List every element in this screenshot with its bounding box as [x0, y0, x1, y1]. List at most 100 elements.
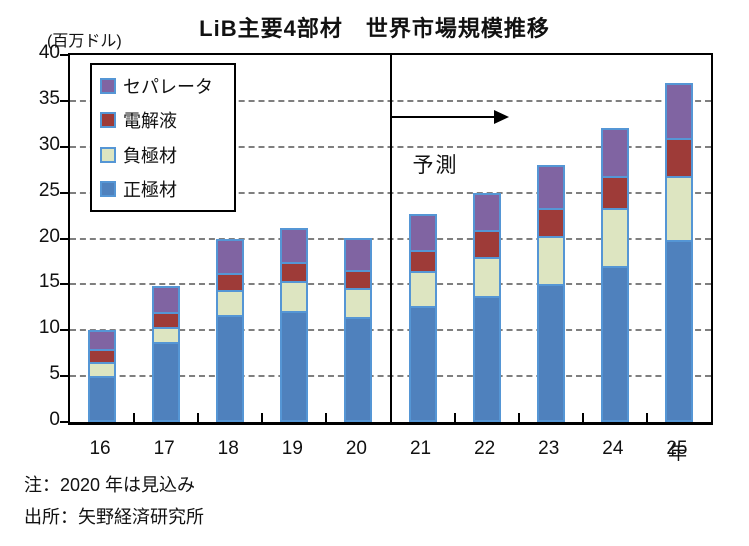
x-tick-3 — [261, 413, 264, 422]
x-tick-9 — [645, 413, 648, 422]
bar-22-segment-正極材 — [472, 296, 501, 422]
legend-label: 正極材 — [123, 179, 177, 200]
bar-22-segment-セパレータ — [472, 192, 501, 233]
bar-20-segment-正極材 — [344, 317, 373, 422]
x-axis-label-25: 25 — [666, 438, 688, 459]
y-axis-label-5: 5 — [49, 363, 60, 385]
bar-16-segment-負極材 — [88, 362, 117, 379]
x-axis-label-19: 19 — [281, 438, 303, 459]
x-tick-7 — [517, 413, 520, 422]
bar-25-segment-セパレータ — [664, 82, 693, 140]
y-tick-15 — [60, 283, 68, 286]
legend-item-セパレータ: セパレータ — [100, 73, 226, 99]
y-tick-5 — [60, 375, 68, 378]
bar-23-segment-セパレータ — [536, 165, 565, 211]
y-axis-label-20: 20 — [38, 225, 60, 247]
bar-18-segment-電解液 — [216, 273, 245, 292]
legend-label: 負極材 — [123, 145, 177, 166]
y-tick-40 — [60, 54, 68, 56]
bar-17-segment-セパレータ — [152, 286, 181, 314]
bar-16-segment-電解液 — [88, 348, 117, 365]
bar-21 — [408, 55, 437, 422]
bar-18 — [216, 55, 245, 422]
x-axis-label-21: 21 — [409, 438, 432, 459]
bar-24 — [600, 55, 629, 422]
bar-23 — [536, 55, 565, 422]
bar-23-segment-負極材 — [536, 235, 565, 287]
bar-17 — [152, 55, 181, 422]
bar-19-segment-正極材 — [280, 310, 309, 422]
bar-17-segment-負極材 — [152, 326, 181, 345]
bar-17-segment-電解液 — [152, 311, 181, 329]
y-axis-label-30: 30 — [38, 133, 60, 155]
bar-25-segment-正極材 — [664, 240, 693, 422]
x-tick-1 — [133, 413, 136, 422]
bar-25 — [664, 55, 693, 422]
bar-25-segment-負極材 — [664, 176, 693, 243]
bar-24-segment-セパレータ — [600, 128, 629, 179]
legend: セパレータ電解液負極材正極材 — [90, 63, 236, 212]
bar-24-segment-負極材 — [600, 208, 629, 269]
x-axis-label-24: 24 — [602, 438, 624, 459]
bar-19 — [280, 55, 309, 422]
bar-19-segment-負極材 — [280, 280, 309, 313]
bar-16-segment-セパレータ — [88, 330, 117, 351]
bar-22-segment-負極材 — [472, 256, 501, 299]
bar-21-segment-セパレータ — [408, 213, 437, 252]
legend-item-電解液: 電解液 — [100, 107, 226, 133]
y-tick-0 — [60, 421, 68, 423]
legend-item-負極材: 負極材 — [100, 142, 226, 168]
plot-area: 予測 — [60, 53, 713, 425]
bar-18-segment-セパレータ — [216, 238, 245, 276]
bar-22 — [472, 55, 501, 422]
bar-21-segment-負極材 — [408, 270, 437, 309]
legend-label: セパレータ — [123, 77, 213, 98]
forecast-divider-line — [389, 55, 392, 422]
forecast-arrow-head-icon — [493, 110, 509, 124]
legend-swatch-icon — [100, 78, 116, 95]
bar-24-segment-正極材 — [600, 266, 629, 422]
y-axis-label-10: 10 — [38, 317, 60, 339]
bar-23-segment-電解液 — [536, 208, 565, 238]
bar-19-segment-セパレータ — [280, 227, 309, 265]
chart-title: LiB主要4部材 世界市場規模推移 — [199, 16, 550, 41]
y-tick-30 — [60, 145, 68, 148]
x-tick-2 — [197, 413, 200, 422]
x-axis-label-16: 16 — [89, 438, 111, 459]
y-axis-label-40: 40 — [38, 42, 60, 63]
y-tick-20 — [60, 237, 68, 240]
bar-16 — [88, 55, 117, 422]
bar-20 — [344, 55, 373, 422]
y-tick-10 — [60, 329, 68, 332]
y-axis-label-25: 25 — [38, 179, 60, 201]
legend-swatch-icon — [100, 180, 116, 197]
x-axis-label-20: 20 — [345, 438, 367, 459]
legend-swatch-icon — [100, 146, 116, 163]
y-axis-label-0: 0 — [49, 409, 60, 430]
legend-label: 電解液 — [123, 111, 177, 132]
legend-item-正極材: 正極材 — [100, 176, 226, 202]
bar-19-segment-電解液 — [280, 262, 309, 283]
bar-20-segment-負極材 — [344, 288, 373, 320]
legend-swatch-icon — [100, 112, 116, 129]
bar-18-segment-正極材 — [216, 314, 245, 422]
source-note: 出所：矢野経済研究所 — [24, 507, 204, 527]
y-axis-label-15: 15 — [38, 271, 60, 293]
bar-22-segment-電解液 — [472, 230, 501, 259]
bar-25-segment-電解液 — [664, 137, 693, 179]
bar-20-segment-セパレータ — [344, 237, 373, 272]
x-axis-label-22: 22 — [474, 438, 496, 459]
x-axis-label-17: 17 — [153, 438, 175, 459]
bar-18-segment-負極材 — [216, 289, 245, 317]
x-axis-label-23: 23 — [538, 438, 560, 459]
forecast-label: 予測 — [412, 154, 459, 177]
bar-21-segment-正極材 — [408, 306, 437, 422]
x-tick-8 — [581, 413, 584, 422]
bar-23-segment-正極材 — [536, 284, 565, 422]
bar-21-segment-電解液 — [408, 249, 437, 273]
y-axis-unit-label: (百万ドル) — [47, 33, 122, 50]
x-axis-unit-label: 年 — [668, 443, 688, 464]
y-axis-label-35: 35 — [38, 87, 60, 109]
y-tick-25 — [60, 191, 68, 194]
